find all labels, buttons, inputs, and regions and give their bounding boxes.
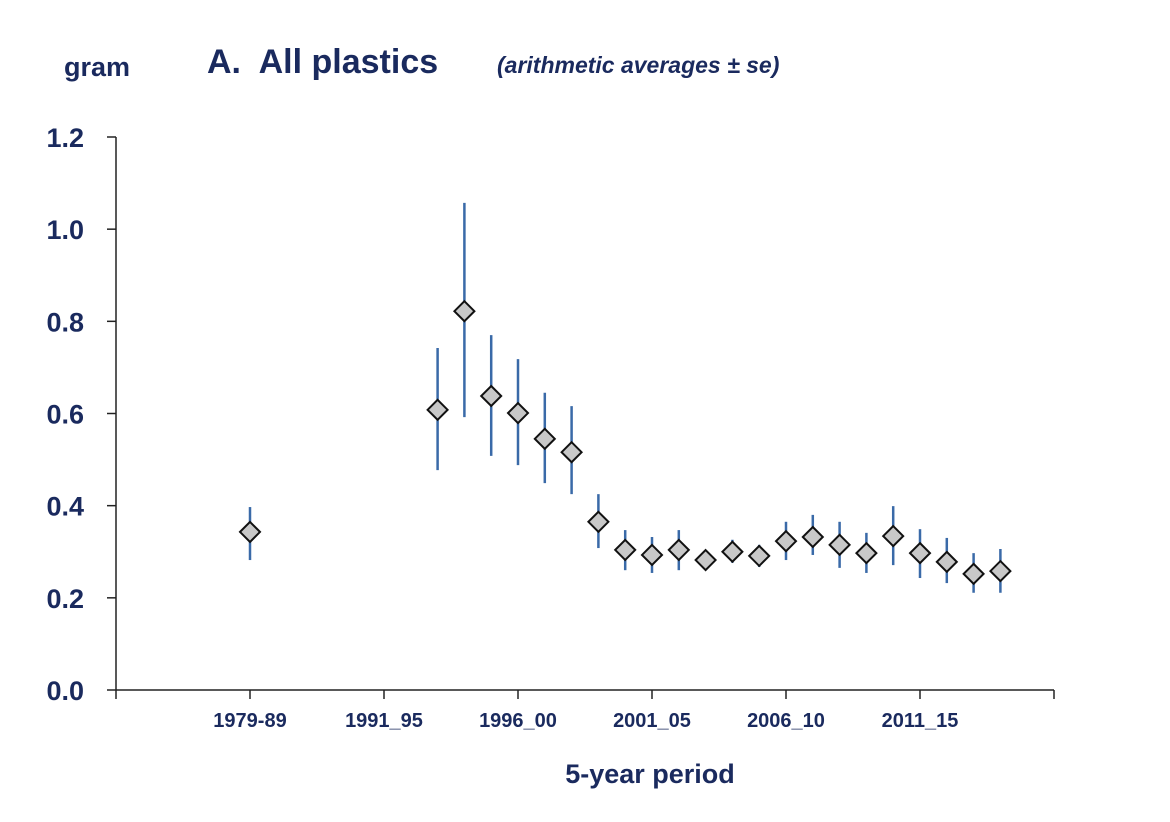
chart-subtitle: (arithmetic averages ± se) [497, 52, 779, 78]
data-point [962, 562, 986, 586]
x-tick-label: 2011_15 [882, 710, 959, 732]
axes: 0.0 0.2 0.4 0.6 0.8 1.0 1.2 1979-89 1991_95 1996_… [46, 123, 1055, 732]
data-point [426, 398, 450, 422]
x-axis-label: 5-year period [565, 759, 735, 789]
data-point [774, 529, 798, 553]
data-point [720, 540, 744, 564]
data-point [238, 520, 262, 544]
y-tick-label: 0.0 [46, 676, 84, 706]
data-point [747, 544, 771, 568]
x-tick-label: 2006_10 [747, 710, 825, 732]
data-point [452, 299, 476, 323]
x-tick-label: 1979-89 [213, 710, 286, 732]
data-point [479, 384, 503, 408]
y-tick-label: 1.0 [46, 215, 84, 245]
x-tick-label: 1996_00 [479, 710, 557, 732]
y-tick-label: 0.6 [46, 400, 84, 430]
data-point [828, 533, 852, 557]
x-tick-label: 1991_95 [345, 710, 423, 732]
data-point [560, 440, 584, 464]
data-point [533, 427, 557, 451]
data-point [908, 541, 932, 565]
y-tick-label: 0.8 [46, 307, 84, 337]
y-axis-label: gram [64, 52, 130, 82]
y-tick-label: 1.2 [46, 123, 84, 153]
data-point [667, 538, 691, 562]
data-point [935, 550, 959, 574]
data-point [586, 510, 610, 534]
chart-title: A. All plastics [207, 43, 438, 81]
data-point [988, 559, 1012, 583]
data-point [613, 538, 637, 562]
y-tick-label: 0.4 [46, 492, 84, 522]
data-point [854, 541, 878, 565]
data-point [640, 543, 664, 567]
data-point [801, 525, 825, 549]
data-point [506, 401, 530, 425]
y-tick-label: 0.2 [46, 584, 84, 614]
data-point [881, 524, 905, 548]
x-tick-label: 2001_05 [613, 710, 691, 732]
data-point [694, 548, 718, 572]
data-marks [238, 202, 1012, 593]
